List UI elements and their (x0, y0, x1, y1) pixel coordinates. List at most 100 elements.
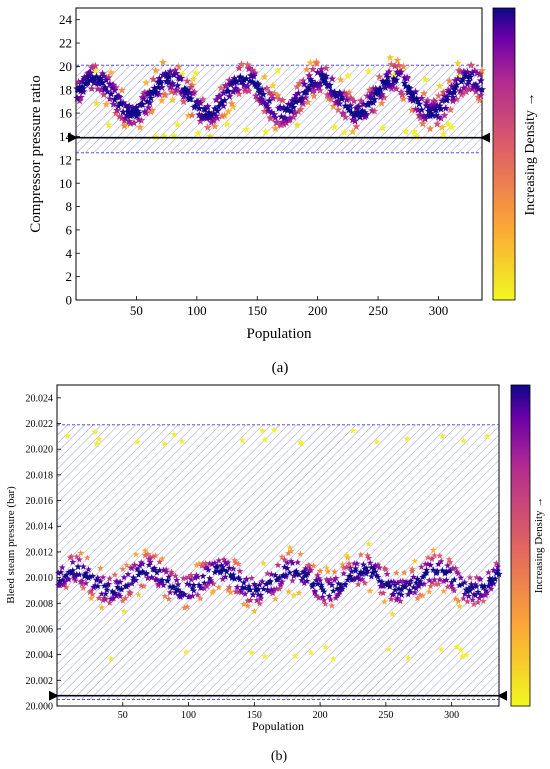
data-point-star (278, 96, 287, 104)
data-point-star (436, 576, 444, 583)
data-point-star (161, 592, 169, 600)
data-point-star (494, 567, 502, 574)
data-point-star (155, 74, 164, 82)
data-point-star (340, 564, 348, 571)
data-point-star (381, 598, 388, 605)
data-point-star (420, 580, 428, 587)
data-point-star (325, 592, 333, 600)
data-point-star (340, 128, 349, 136)
data-point-star (122, 111, 131, 119)
data-point-star (224, 107, 233, 115)
data-point-star (195, 110, 204, 119)
data-point-star (114, 578, 121, 586)
data-point-star (186, 94, 195, 103)
data-point-star (353, 560, 361, 567)
data-point-star (236, 73, 245, 82)
x-tick-label: 150 (247, 710, 262, 721)
data-point-star (145, 555, 153, 563)
data-point-star (98, 590, 106, 597)
data-point-star (433, 119, 442, 128)
data-point-star (390, 578, 398, 585)
data-point-star (71, 577, 79, 584)
data-point-star (230, 74, 239, 82)
data-point-star (271, 113, 280, 122)
data-point-star (150, 566, 158, 573)
data-point-star (178, 437, 186, 445)
data-point-star (188, 111, 196, 119)
data-point-star (220, 566, 228, 573)
data-point-star (290, 108, 299, 117)
data-point-star (432, 106, 441, 114)
data-point-star (132, 550, 140, 558)
data-point-star (307, 648, 315, 656)
data-point-star (173, 120, 182, 129)
data-point-star (411, 588, 419, 596)
data-point-star (57, 580, 65, 587)
data-point-star (82, 579, 90, 587)
data-point-star (427, 561, 435, 569)
data-point-star (291, 97, 300, 106)
data-point-star (476, 91, 485, 99)
data-point-star (111, 571, 119, 578)
data-point-star (462, 87, 471, 96)
data-point-star (377, 90, 386, 98)
data-point-star (410, 573, 417, 581)
data-point-star (141, 551, 149, 559)
data-point-star (281, 556, 288, 563)
data-point-star (467, 61, 476, 69)
data-point-star (169, 131, 178, 140)
data-point-star (342, 95, 351, 104)
data-point-star (271, 595, 279, 602)
data-point-star (351, 116, 360, 125)
data-point-star (458, 88, 467, 97)
data-point-star (273, 576, 281, 583)
data-point-star (404, 83, 413, 92)
data-point-star (394, 594, 402, 602)
data-point-star (382, 77, 391, 85)
data-point-star (325, 81, 334, 89)
data-point-star (196, 117, 205, 125)
data-point-star (110, 85, 119, 94)
data-point-star (223, 568, 231, 575)
data-point-star (236, 567, 244, 575)
data-point-star (145, 87, 154, 96)
data-point-star (119, 597, 127, 604)
data-point-star (444, 583, 452, 590)
data-point-star (444, 120, 453, 128)
data-point-star (456, 602, 463, 610)
data-point-star (227, 99, 236, 108)
data-point-star (321, 600, 329, 607)
data-point-star (411, 87, 420, 96)
panel-a-y-axis-label: Compressor pressure ratio (28, 75, 44, 232)
data-point-star (121, 101, 130, 109)
data-point-star (449, 96, 457, 105)
data-point-star (371, 84, 380, 93)
data-point-star (337, 94, 346, 103)
data-point-star (265, 96, 274, 105)
data-point-star (477, 575, 485, 583)
data-point-star (268, 586, 275, 593)
data-point-star (302, 572, 310, 579)
y-tick-label: 22 (59, 36, 72, 51)
data-point-star (386, 582, 394, 589)
data-point-star (79, 563, 87, 570)
data-point-star (203, 123, 212, 131)
data-point-star (253, 95, 262, 103)
data-point-star (114, 101, 123, 110)
data-point-star (410, 127, 419, 136)
data-point-star (229, 87, 238, 96)
data-point-star (430, 103, 439, 112)
data-point-star (271, 571, 279, 579)
data-point-star (242, 125, 251, 133)
data-point-star (344, 576, 352, 583)
data-point-star (377, 99, 386, 107)
data-point-star (492, 559, 500, 567)
data-point-star (327, 575, 335, 583)
data-point-star (431, 576, 438, 583)
data-point-star (365, 92, 374, 100)
data-point-star (137, 582, 145, 589)
data-point-star (410, 583, 417, 591)
data-point-star (441, 104, 450, 112)
data-point-star (365, 554, 373, 562)
data-point-star (210, 580, 217, 587)
